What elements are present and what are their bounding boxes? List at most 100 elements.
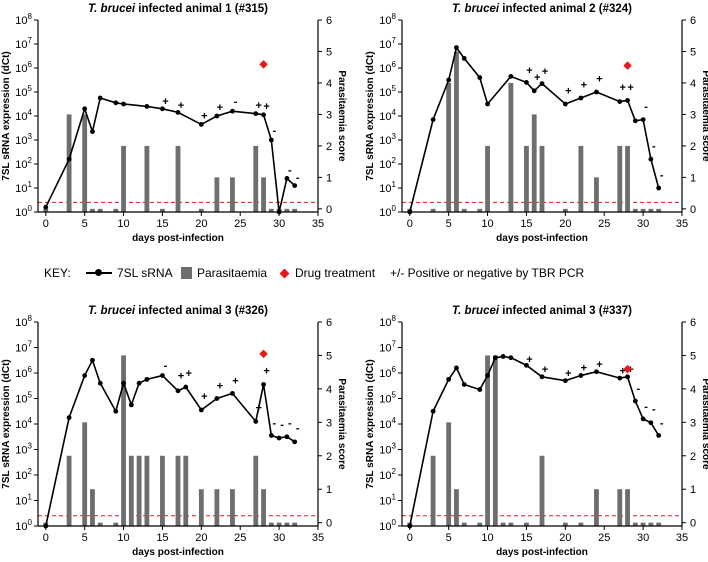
- parasitaemia-bar: [198, 489, 204, 526]
- parasitaemia-bar: [82, 114, 88, 212]
- tick-base: 10: [379, 15, 391, 27]
- y-right-tick-label: 4: [690, 78, 696, 90]
- srna-data-point: [230, 391, 235, 396]
- tick-base: 10: [379, 183, 391, 195]
- y-right-axis-label: Parasitaemia score: [336, 70, 347, 162]
- chart-title-species: T. brucei: [88, 305, 136, 317]
- parasitaemia-bar: [617, 489, 623, 526]
- diamond-swatch-icon: [279, 268, 290, 278]
- srna-data-point: [82, 373, 88, 378]
- srna-data-point: [617, 99, 623, 104]
- pcr-sign-label: +: [201, 111, 207, 123]
- pcr-sign-label: +: [263, 101, 269, 113]
- tick-exponent: 7: [28, 340, 33, 349]
- x-tick-label: 35: [676, 532, 688, 544]
- parasitaemia-bar: [66, 114, 72, 212]
- tick-base: 10: [379, 368, 391, 380]
- tick-exponent: 7: [28, 36, 33, 45]
- parasitaemia-bar: [656, 522, 662, 526]
- y-left-tick-label: 107: [379, 340, 396, 355]
- tick-exponent: 4: [28, 416, 33, 425]
- y-right-tick-label: 3: [690, 109, 696, 121]
- srna-data-point: [113, 408, 119, 414]
- y-left-tick-label: 108: [379, 12, 396, 27]
- pcr-sign-label: -: [234, 96, 238, 108]
- tick-exponent: 1: [392, 493, 397, 502]
- srna-data-point: [656, 185, 662, 191]
- y-right-tick-label: 4: [326, 78, 332, 90]
- parasitaemia-bar: [160, 208, 165, 212]
- srna-data-point: [292, 439, 298, 445]
- tick-base: 10: [379, 159, 391, 171]
- x-tick-label: 15: [520, 532, 532, 544]
- pcr-sign-label: +: [232, 375, 238, 387]
- parasitaemia-bar: [276, 522, 282, 526]
- tick-exponent: 0: [392, 204, 397, 213]
- pcr-sign-label: -: [296, 423, 300, 435]
- y-right-tick-label: 3: [690, 417, 696, 429]
- parasitaemia-bar: [253, 145, 259, 212]
- parasitaemia-bar: [160, 455, 165, 526]
- tick-base: 10: [379, 445, 391, 457]
- tick-exponent: 5: [392, 84, 397, 93]
- tick-exponent: 3: [392, 132, 397, 141]
- srna-data-point: [268, 137, 274, 143]
- parasitaemia-bar: [43, 208, 49, 212]
- pcr-sign-label: +: [178, 370, 184, 382]
- x-tick-label: 25: [234, 218, 246, 230]
- srna-data-point: [477, 387, 483, 392]
- parasitaemia-bar: [230, 177, 235, 212]
- y-left-tick-label: 102: [15, 467, 32, 482]
- pcr-sign-label: -: [660, 418, 664, 430]
- y-left-tick-label: 103: [15, 442, 32, 457]
- srna-data-point: [640, 416, 646, 422]
- pcr-sign-label: -: [652, 404, 656, 416]
- y-left-tick-label: 101: [379, 493, 396, 508]
- y-right-tick-label: 0: [326, 204, 332, 216]
- y-left-tick-label: 108: [15, 314, 32, 329]
- y-left-tick-label: 100: [379, 204, 396, 219]
- x-tick-label: 35: [312, 532, 324, 544]
- chart-title: T. brucei infected animal 3 (#337): [452, 305, 632, 317]
- srna-data-point: [43, 204, 49, 210]
- y-left-tick-label: 105: [379, 84, 396, 99]
- y-left-tick-label: 104: [379, 108, 396, 123]
- srna-data-point: [175, 110, 181, 115]
- parasitaemia-bar: [253, 455, 259, 526]
- srna-data-point: [485, 373, 490, 378]
- parasitaemia-bar: [90, 208, 95, 212]
- x-tick-label: 35: [676, 218, 688, 230]
- tick-exponent: 3: [392, 442, 397, 451]
- srna-series-line: [44, 358, 296, 527]
- x-axis-label: days post-infection: [132, 233, 224, 244]
- srna-data-point: [477, 75, 483, 80]
- srna-data-point: [500, 354, 506, 359]
- srna-data-point: [625, 98, 630, 103]
- srna-data-point: [136, 380, 142, 386]
- srna-data-point: [648, 156, 654, 162]
- key-pcr-label: +/- Positive or negative by TBR PCR: [390, 266, 585, 280]
- chart-title-species: T. brucei: [452, 305, 500, 317]
- pcr-sign-label: +: [256, 100, 262, 112]
- tick-exponent: 8: [28, 314, 33, 323]
- y-right-tick-label: 2: [326, 141, 332, 153]
- y-left-tick-label: 100: [379, 518, 396, 533]
- x-tick-label: 5: [82, 532, 88, 544]
- x-tick-label: 5: [82, 218, 88, 230]
- srna-data-point: [625, 374, 630, 380]
- chart-panel-1: T. brucei infected animal 1 (#315)+ +++ - +…: [1, 3, 347, 244]
- pcr-sign-label: +: [596, 73, 602, 85]
- srna-data-point: [454, 365, 459, 371]
- tick-base: 10: [379, 111, 391, 123]
- y-right-tick-label: 6: [690, 15, 696, 27]
- tick-exponent: 1: [392, 180, 397, 189]
- parasitaemia-bar: [539, 145, 545, 212]
- tick-base: 10: [379, 39, 391, 51]
- tick-exponent: 8: [28, 12, 33, 21]
- pcr-sign-label: -: [660, 169, 664, 181]
- parasitaemia-bar: [128, 455, 134, 526]
- srna-data-point: [578, 95, 584, 101]
- srna-data-point: [292, 183, 298, 189]
- pcr-sign-label: -: [636, 383, 640, 395]
- parasitaemia-bar: [214, 177, 220, 212]
